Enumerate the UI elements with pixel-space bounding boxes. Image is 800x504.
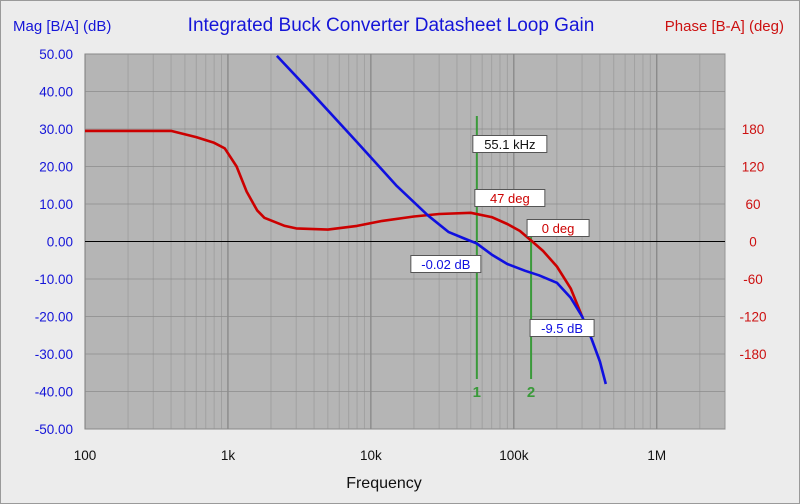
y-tick-label-left: 50.00 [39, 47, 73, 62]
cursor-number: 1 [473, 384, 481, 401]
cursor2-magnitude-label-box [529, 319, 595, 337]
cursor1-magnitude-label: -0.02 dB [421, 257, 470, 272]
y-tick-label-left: 40.00 [39, 85, 73, 100]
ticks: 50.00 40.00 30.00 20.00 10.00 0.00 -10.00 -20.0… [35, 47, 767, 463]
cursor1-frequency-label-box [472, 135, 548, 153]
y-tick-label-right: 120 [742, 160, 765, 175]
x-tick-label: 100k [499, 448, 529, 463]
y-tick-label-left: -30.00 [35, 347, 73, 362]
y-tick-label-right: -180 [739, 347, 766, 362]
phase-line [85, 129, 584, 317]
y-tick-label-right: 0 [749, 235, 757, 250]
annotations: 55.1 kHz 47 deg -0.02 dB 0 deg -9.5 dB [410, 135, 595, 337]
cursor1-frequency-label: 55.1 kHz [484, 137, 535, 152]
y-axis-label-left: Mag [B/A] (dB) [13, 18, 111, 35]
cursor1-phase-label: 47 deg [490, 191, 530, 206]
cursor2-magnitude-label: -9.5 dB [541, 321, 583, 336]
chart-title: Integrated Buck Converter Datasheet Loop… [188, 15, 595, 36]
y-tick-label-left: -40.00 [35, 385, 73, 400]
cursor-number: 2 [527, 384, 535, 401]
y-tick-label-right: 60 [745, 197, 760, 212]
y-tick-label-right: -120 [739, 310, 766, 325]
y-tick-label-left: -20.00 [35, 310, 73, 325]
x-tick-label: 10k [360, 448, 382, 463]
y-tick-label-left: 30.00 [39, 122, 73, 137]
cursor1-magnitude-label-box [410, 255, 482, 273]
cursor1-phase-label-box [474, 189, 546, 207]
y-tick-label-left: -50.00 [35, 422, 73, 437]
x-axis-label: Frequency [346, 475, 422, 492]
y-tick-label-left: -10.00 [35, 272, 73, 287]
y-tick-label-left: 10.00 [39, 197, 73, 212]
x-tick-label: 1M [647, 448, 666, 463]
y-tick-label-right: 180 [742, 122, 765, 137]
cursor2-phase-label-box [526, 219, 590, 237]
y-tick-label-left: 20.00 [39, 160, 73, 175]
y-axis-label-right: Phase [B-A] (deg) [665, 18, 784, 35]
y-tick-label-left: 0.00 [47, 235, 73, 250]
x-tick-label: 1k [221, 448, 236, 463]
y-tick-label-right: -60 [743, 272, 763, 287]
x-tick-label: 100 [74, 448, 97, 463]
cursor2-phase-label: 0 deg [542, 221, 575, 236]
